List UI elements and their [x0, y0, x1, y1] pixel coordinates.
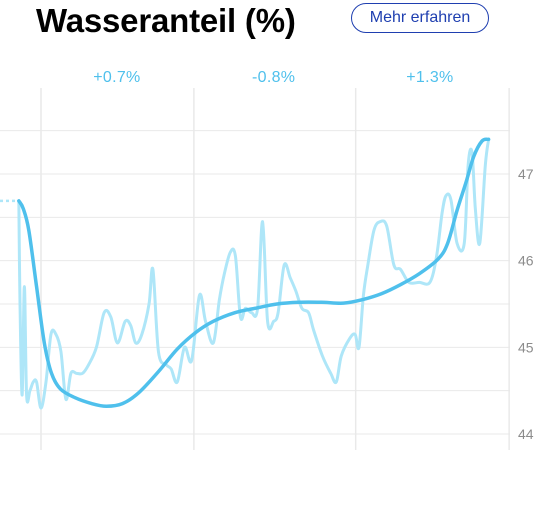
period-change-label: +1.3%: [406, 69, 453, 86]
y-tick-label: 46: [518, 253, 534, 269]
chart-labels: 44 45 46 47 +0.7% -0.8% +1.3%: [93, 69, 534, 442]
period-change-label: -0.8%: [252, 69, 295, 86]
chart-gridlines: [0, 88, 510, 450]
y-tick-label: 47: [518, 166, 534, 182]
trend-series-group: [17, 137, 491, 409]
trend-series-line: [17, 137, 491, 409]
page-title: Wasseranteil (%): [36, 2, 296, 39]
y-tick-label: 44: [518, 426, 534, 442]
learn-more-button[interactable]: Mehr erfahren: [351, 3, 489, 33]
period-change-label: +0.7%: [93, 69, 140, 86]
raw-series-line: [17, 137, 491, 410]
raw-series-group: [0, 137, 491, 410]
y-tick-label: 45: [518, 339, 534, 355]
